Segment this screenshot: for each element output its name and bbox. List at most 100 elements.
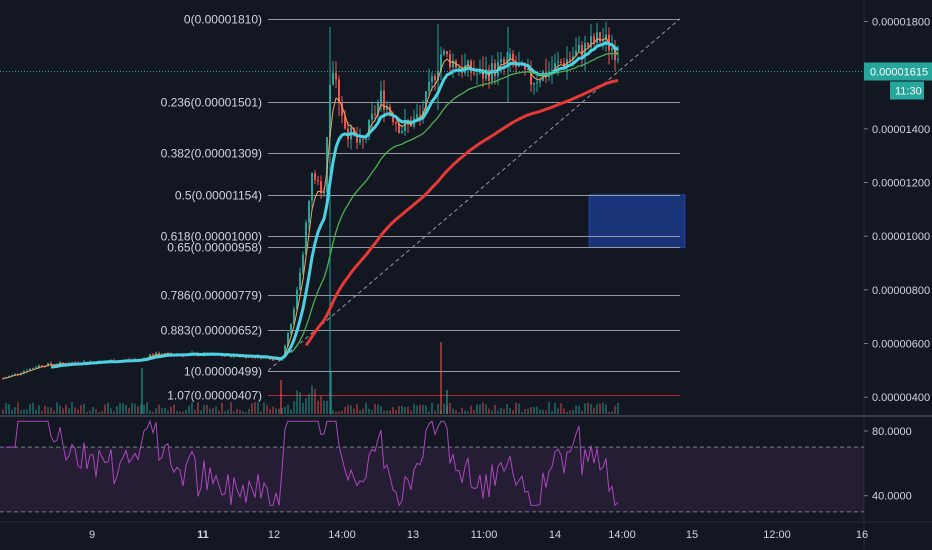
- candle-body: [29, 368, 31, 371]
- candle-body: [362, 138, 364, 140]
- candle-body: [23, 371, 25, 374]
- candle-body: [305, 222, 307, 255]
- volume-bar: [80, 405, 82, 414]
- candle-body: [503, 59, 505, 64]
- time-axis[interactable]: 9 11 12 14:00 13 11:00 14 14:00 15 12:00 16: [89, 529, 868, 541]
- volume-bar: [242, 411, 244, 414]
- volume-bar: [248, 408, 250, 414]
- candle-body: [341, 103, 343, 116]
- candle-body: [38, 365, 40, 368]
- fib-label: 0.5(0.00001154): [175, 189, 262, 203]
- price-tick-label: 0.00001000: [872, 231, 930, 243]
- volume-bar: [458, 411, 460, 414]
- candle-body: [302, 254, 304, 273]
- volume-bar: [212, 408, 214, 414]
- volume-bar: [206, 404, 208, 414]
- volume-bar: [200, 410, 202, 414]
- candle-body: [470, 60, 472, 73]
- candle-body: [494, 63, 496, 76]
- price-tick-label: 0.00000400: [872, 392, 930, 404]
- candle-body: [560, 61, 562, 63]
- volume-bar: [554, 403, 556, 414]
- moving-average-line[interactable]: [290, 52, 619, 354]
- fib-label: 0(0.00001810): [184, 13, 262, 27]
- fib-label: 1(0.00000499): [184, 365, 262, 379]
- volume-bar: [14, 407, 16, 414]
- moving-average-line[interactable]: [304, 79, 619, 347]
- volume-bar: [305, 398, 307, 414]
- fib-trend-line[interactable]: [267, 18, 681, 372]
- time-tick-label: 14:00: [608, 529, 636, 541]
- volume-bar: [188, 405, 190, 414]
- volume-bar: [338, 411, 340, 414]
- volume-bar: [566, 411, 568, 414]
- volume-bars: [2, 342, 619, 414]
- volume-bar: [401, 405, 403, 414]
- candle-body: [11, 374, 13, 377]
- candle-body: [35, 367, 37, 369]
- price-axis[interactable]: 0.00001800 0.00001400 0.00001200 0.00001000…: [864, 16, 930, 404]
- volume-bar: [323, 400, 325, 414]
- volume-bar: [272, 406, 274, 414]
- volume-bar: [137, 406, 139, 414]
- volume-bar: [155, 408, 157, 414]
- current-price-badge: [864, 62, 932, 81]
- candle-body: [416, 114, 418, 118]
- candle-body: [26, 370, 28, 372]
- volume-bar: [38, 405, 40, 414]
- volume-bar: [602, 402, 604, 414]
- volume-bar: [578, 405, 580, 414]
- volume-bar: [464, 410, 466, 414]
- candle-body: [425, 91, 427, 112]
- volume-bar: [377, 404, 379, 414]
- volume-bar: [455, 410, 457, 414]
- volume-bar: [218, 410, 220, 414]
- rsi-tick-label: 80.0000: [872, 426, 912, 438]
- volume-bar: [614, 405, 616, 414]
- volume-bar: [515, 402, 517, 414]
- candle-body: [296, 289, 298, 309]
- candle-body: [590, 36, 592, 48]
- volume-spike: [280, 380, 282, 414]
- volume-bar: [233, 411, 235, 414]
- moving-average-line[interactable]: [50, 41, 619, 369]
- candle-body: [368, 119, 370, 137]
- candle-body: [344, 115, 346, 129]
- volume-bar: [518, 403, 520, 414]
- candle-body: [155, 352, 157, 356]
- volume-bar: [512, 410, 514, 414]
- rsi-line[interactable]: [6, 419, 619, 507]
- fib-label: 0.65(0.00000958): [167, 241, 262, 255]
- candle-body: [359, 138, 361, 143]
- candle-body: [380, 90, 382, 104]
- volume-bar: [236, 408, 238, 414]
- fib-retracement[interactable]: 0(0.00001810) 0.236(0.00001501) 0.382(0.00…: [161, 13, 681, 403]
- candle-body: [578, 45, 580, 51]
- volume-bar: [551, 410, 553, 414]
- rsi-pane[interactable]: [0, 419, 864, 513]
- volume-bar: [227, 409, 229, 414]
- volume-bar: [290, 409, 292, 414]
- moving-averages[interactable]: [2, 37, 619, 379]
- volume-bar: [413, 404, 415, 414]
- volume-bar: [317, 400, 319, 414]
- volume-bar: [419, 404, 421, 414]
- time-tick-label: 15: [686, 529, 698, 541]
- volume-spike: [330, 372, 332, 414]
- volume-bar: [116, 405, 118, 414]
- price-tick-label: 0.00000600: [872, 339, 930, 351]
- candle-body: [443, 50, 445, 55]
- volume-bar: [488, 408, 490, 414]
- volume-bar: [590, 404, 592, 414]
- candle-body: [398, 123, 400, 133]
- volume-bar: [152, 411, 154, 414]
- volume-bar: [209, 408, 211, 414]
- volume-bar: [275, 408, 277, 414]
- target-zone[interactable]: [588, 194, 686, 248]
- candle-body: [323, 192, 325, 194]
- candle-body: [458, 67, 460, 69]
- volume-bar: [431, 402, 433, 414]
- volume-bar: [368, 408, 370, 414]
- candle-body: [593, 36, 595, 43]
